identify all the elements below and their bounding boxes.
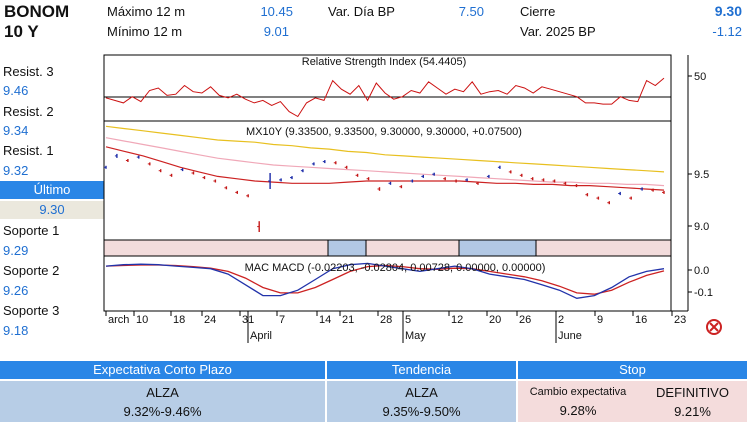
x-tick-label: 20 (489, 314, 501, 326)
var2025-label: Var. 2025 BP (520, 24, 596, 39)
tendencia-header: Tendencia (327, 361, 516, 379)
x-tick-label: 14 (319, 314, 331, 326)
var2025-value: -1.12 (712, 24, 742, 39)
soporte3-label: Soporte 3 (3, 303, 60, 318)
trend-band-blue-1 (327, 239, 367, 257)
x-month-label: April (250, 330, 272, 342)
ma-mid-line (105, 137, 665, 187)
macd-title: MAC MACD (-0.02203, -0.02804, 0.00728, 0… (245, 262, 546, 274)
x-tick-label: 7 (279, 314, 285, 326)
cierre-label: Cierre (520, 4, 556, 19)
macd-line (105, 262, 665, 299)
stop-definitivo-label: DEFINITIVO (656, 385, 729, 400)
stop-definitivo-cell: DEFINITIVO 9.21% (638, 381, 747, 422)
stop-definitivo-value: 9.21% (674, 404, 711, 419)
soporte1-label: Soporte 1 (3, 223, 60, 238)
stop-cambio-cell: Cambio expectativa 9.28% (518, 381, 638, 422)
rsi-title: Relative Strength Index (54.4405) (302, 56, 467, 68)
tendencia-signal: ALZA (405, 385, 438, 400)
price-ytick-90: 9.0 (694, 221, 709, 233)
x-tick-label: 10 (136, 314, 148, 326)
resist3-value: 9.46 (3, 83, 29, 98)
resist1-value: 9.32 (3, 163, 29, 178)
max12-label: Máximo 12 m (107, 4, 186, 19)
vardia-value: 7.50 (458, 4, 484, 19)
x-month-label: May (405, 330, 426, 342)
x-tick-label: 24 (204, 314, 216, 326)
resist2-value: 9.34 (3, 123, 29, 138)
stop-header: Stop (518, 361, 747, 379)
trend-band (103, 239, 672, 257)
x-tick-label: 21 (342, 314, 354, 326)
x-tick-label: 9 (597, 314, 603, 326)
ma-short-line (105, 146, 665, 191)
expectativa-header: Expectativa Corto Plazo (0, 361, 325, 379)
cierre-value: 9.30 (714, 3, 742, 19)
x-tick-label: 23 (674, 314, 686, 326)
expectativa-range: 9.32%-9.46% (123, 404, 202, 419)
logo-icon (706, 319, 722, 335)
tendencia-cell: ALZA 9.35%-9.50% (327, 381, 516, 422)
expectativa-cell: ALZA 9.32%-9.46% (0, 381, 325, 422)
stop-cambio-value: 9.28% (559, 403, 597, 418)
macd-ytick-m01: -0.1 (694, 287, 713, 299)
soporte2-label: Soporte 2 (3, 263, 60, 278)
x-tick-label: 5 (405, 314, 411, 326)
rsi-line (105, 77, 665, 118)
x-tick-label: 16 (635, 314, 647, 326)
ultimo-label: Último (0, 181, 104, 199)
x-tick-label: 2 (558, 314, 564, 326)
x-month-label: June (558, 330, 582, 342)
max12-value: 10.45 (260, 4, 293, 19)
soporte1-value: 9.29 (3, 243, 29, 258)
x-tick-label: 12 (451, 314, 463, 326)
soporte3-value: 9.18 (3, 323, 29, 338)
rsi-ytick-50: 50 (694, 71, 706, 83)
x-tick-label: 18 (173, 314, 185, 326)
technical-chart: Relative Strength Index (54.4405) MX10Y … (103, 54, 722, 343)
x-tick-label: arch (108, 314, 129, 326)
ma-long-line (105, 125, 665, 173)
trend-band-blue-2 (458, 239, 537, 257)
min12-label: Mínimo 12 m (107, 24, 183, 39)
stop-cambio-label: Cambio expectativa (529, 386, 627, 398)
price-title: MX10Y (9.33500, 9.33500, 9.30000, 9.3000… (246, 126, 522, 138)
price-ytick-95: 9.5 (694, 169, 709, 181)
ultimo-value: 9.30 (0, 201, 104, 219)
resist2-label: Resist. 2 (3, 104, 54, 119)
resist1-label: Resist. 1 (3, 143, 54, 158)
tendencia-range: 9.35%-9.50% (382, 404, 461, 419)
x-tick-label: 28 (380, 314, 392, 326)
resist3-label: Resist. 3 (3, 64, 54, 79)
ticker-line2: 10 Y (4, 22, 39, 41)
soporte2-value: 9.26 (3, 283, 29, 298)
expectativa-signal: ALZA (146, 385, 179, 400)
ticker-line1: BONOM (4, 2, 70, 21)
macd-ytick-0: 0.0 (694, 265, 709, 277)
x-tick-label: 26 (519, 314, 531, 326)
min12-value: 9.01 (263, 24, 289, 39)
vardia-label: Var. Día BP (328, 4, 395, 19)
